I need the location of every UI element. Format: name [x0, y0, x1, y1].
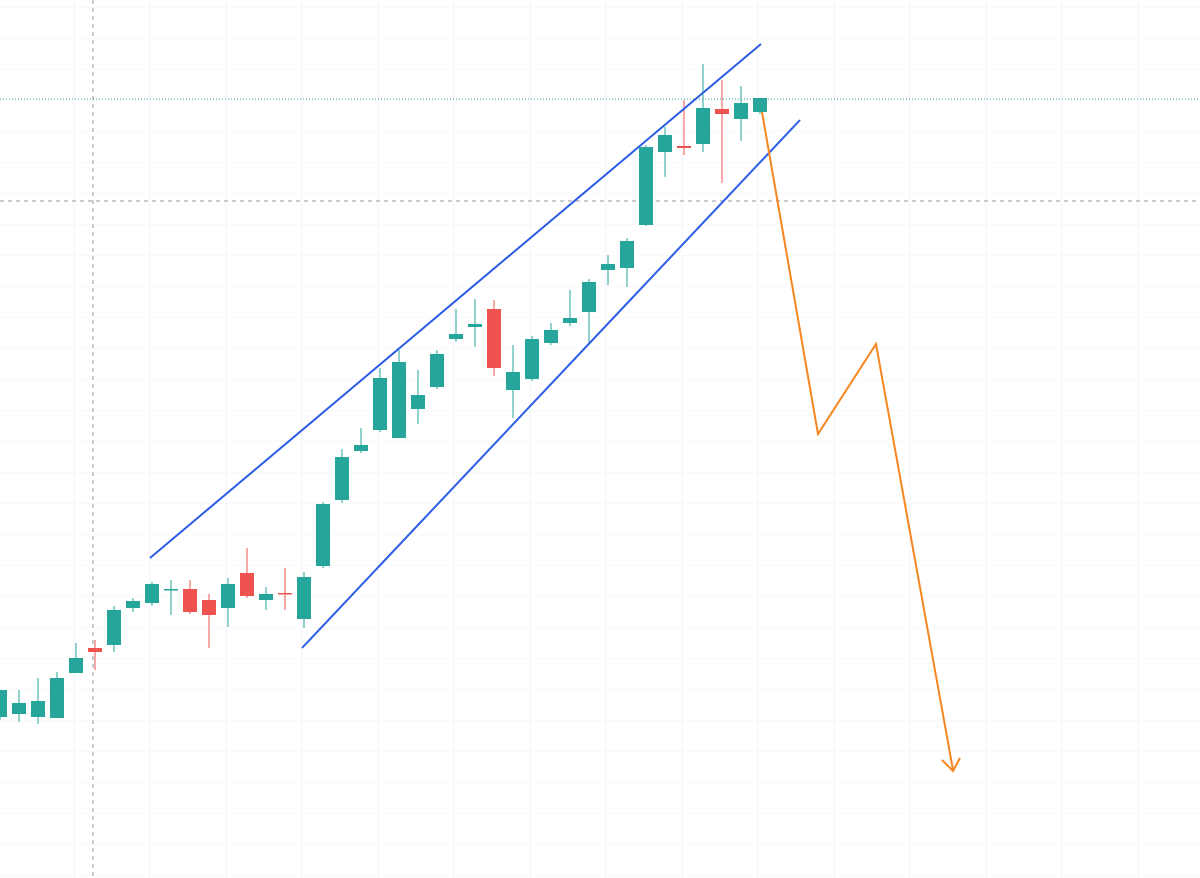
arrow-head	[941, 757, 961, 773]
candle-body	[373, 378, 387, 430]
candle-body	[696, 108, 710, 144]
candle-body	[430, 354, 444, 387]
candle-body	[506, 372, 520, 390]
candle-body	[259, 594, 273, 600]
candle-body	[221, 584, 235, 608]
candle-body	[145, 584, 159, 603]
candle-body	[316, 504, 330, 566]
candle-body	[753, 98, 767, 112]
candle-body	[525, 339, 539, 379]
projection-arrow	[761, 111, 954, 771]
candle-body	[126, 601, 140, 608]
candle-body	[335, 457, 349, 500]
candle-body	[544, 330, 558, 343]
candle-body	[202, 600, 216, 615]
candle-body	[107, 610, 121, 645]
candle-body	[734, 103, 748, 119]
candle-body	[69, 658, 83, 673]
channel-upper	[149, 43, 762, 559]
candle-body	[715, 109, 729, 114]
candle-body	[297, 577, 311, 619]
candle-body	[677, 146, 691, 148]
candle-body	[183, 589, 197, 612]
candle-body	[620, 241, 634, 268]
candle-body	[468, 324, 482, 327]
candle-body	[278, 593, 292, 595]
candle-body	[411, 395, 425, 409]
candle-body	[354, 445, 368, 451]
candle-body	[487, 309, 501, 368]
candle-body	[582, 282, 596, 312]
candle-body	[88, 648, 102, 652]
candle-body	[0, 690, 7, 717]
channel-lower	[301, 119, 801, 649]
candle-body	[639, 147, 653, 225]
candle-body	[563, 318, 577, 323]
candle-body	[449, 334, 463, 339]
candle-body	[601, 264, 615, 270]
candle-body	[31, 701, 45, 717]
candle-body	[392, 362, 406, 438]
candle-body	[164, 589, 178, 591]
candles	[0, 64, 767, 724]
candle-body	[240, 573, 254, 596]
candle-body	[658, 135, 672, 152]
candle-body	[12, 703, 26, 714]
candle-body	[50, 678, 64, 718]
